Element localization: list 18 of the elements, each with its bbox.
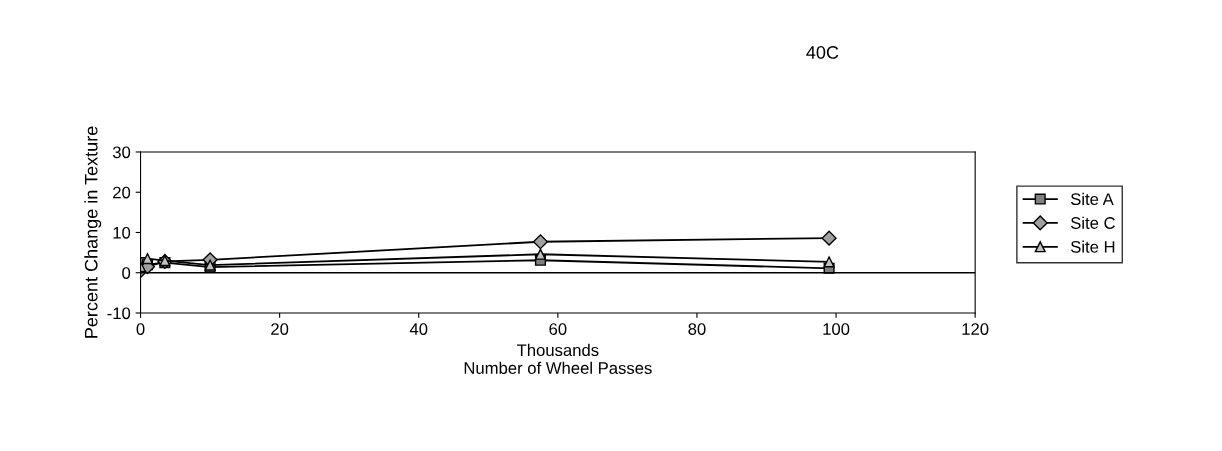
y-tick-label: 0 — [122, 267, 131, 279]
y-tick-label: 10 — [113, 226, 131, 239]
legend-label: Site H — [1070, 240, 1115, 253]
x-axis-title: Thousands Number of Wheel Passes — [464, 343, 652, 374]
x-tick-label: 60 — [549, 323, 567, 335]
y-axis-title: Percent Change in Texture — [84, 126, 102, 338]
x-tick-label: 80 — [688, 323, 706, 335]
x-tick-label: 0 — [136, 323, 145, 335]
x-tick-label: 20 — [271, 323, 289, 335]
x-tick-label: 120 — [962, 323, 989, 335]
legend-label: Site A — [1070, 192, 1114, 206]
x-tick-label: 100 — [823, 323, 850, 335]
legend-label: Site C — [1070, 216, 1115, 229]
x-tick-label: 40 — [409, 323, 428, 335]
y-tick-label: -10 — [107, 307, 131, 320]
y-tick-label: 20 — [113, 186, 131, 199]
chart-title: 40C — [806, 46, 839, 59]
y-tick-label: 30 — [112, 146, 131, 159]
